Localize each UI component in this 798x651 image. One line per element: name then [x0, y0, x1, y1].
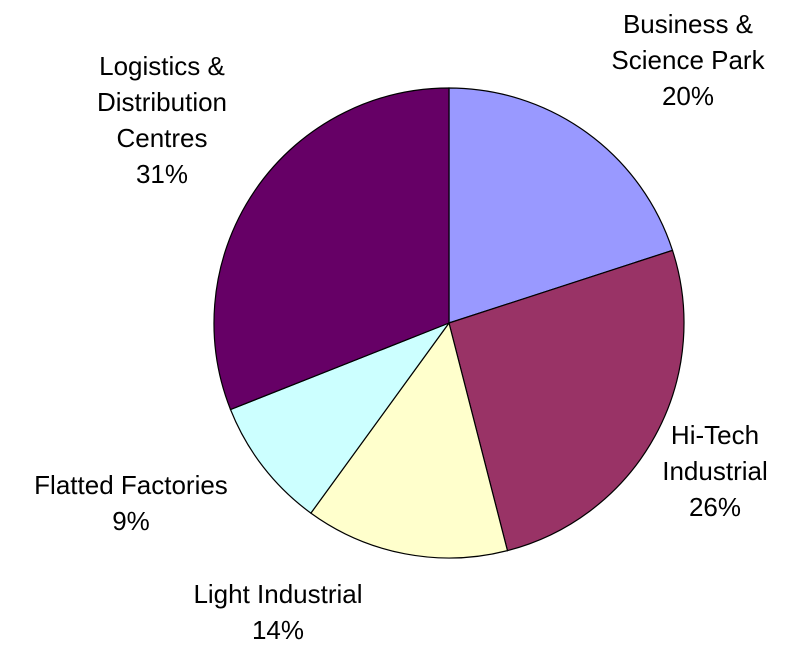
label-line: Industrial [662, 456, 768, 486]
value-label: 9% [112, 506, 150, 536]
pie-slice [448, 249, 685, 552]
label-line: Flatted Factories [34, 470, 228, 500]
label-line: Logistics & [99, 51, 225, 81]
slice-label: Business & Science Park [611, 9, 765, 75]
value-label: 14% [252, 615, 304, 645]
pie-slice [448, 87, 674, 324]
value-label: 20% [662, 81, 714, 111]
label-line: Centres [116, 123, 207, 153]
value-label: 26% [689, 492, 741, 522]
slice-label: Logistics & Distribution Centres [97, 51, 227, 153]
slice-label: Flatted Factories [34, 470, 228, 500]
label-line: Hi-Tech [671, 420, 759, 450]
pie-slice [310, 321, 509, 559]
label-line: Science Park [611, 45, 765, 75]
slice-label: Hi-Tech Industrial [662, 420, 768, 486]
pie-slice [213, 87, 450, 411]
slice-label: Light Industrial [193, 579, 362, 609]
label-line: Distribution [97, 87, 227, 117]
label-line: Business & [623, 9, 753, 39]
value-label: 31% [136, 159, 188, 189]
pie-slice [229, 321, 451, 514]
label-line: Light Industrial [193, 579, 362, 609]
